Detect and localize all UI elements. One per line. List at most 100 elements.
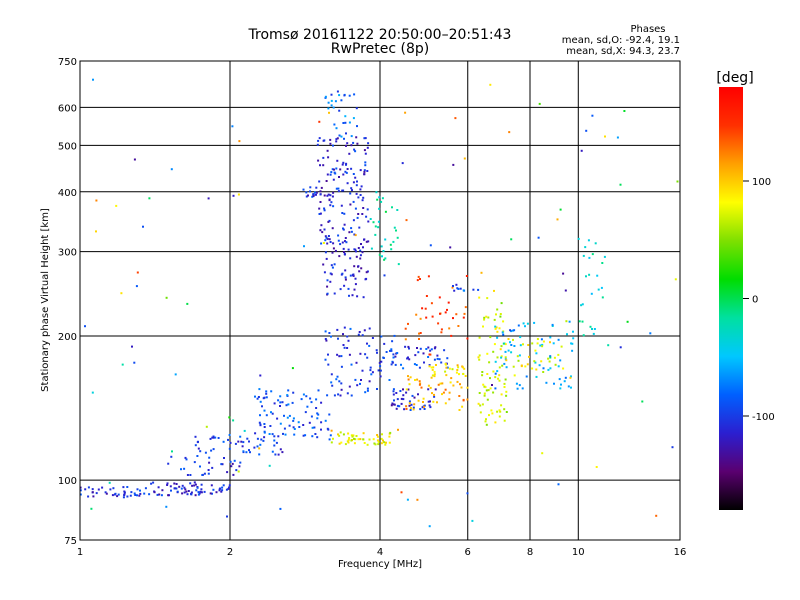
- data-point: [319, 190, 322, 193]
- data-point: [287, 403, 290, 406]
- data-point: [397, 428, 399, 431]
- x-tick-label: 16: [674, 547, 687, 558]
- y-tick-label: 600: [58, 103, 77, 114]
- data-point: [491, 384, 493, 386]
- data-point: [352, 117, 355, 120]
- data-point: [350, 167, 353, 170]
- data-point: [383, 342, 386, 345]
- data-point: [362, 296, 365, 299]
- data-point: [320, 401, 323, 404]
- data-point: [194, 494, 197, 497]
- data-point: [343, 284, 346, 287]
- data-point: [326, 394, 329, 397]
- data-point: [95, 492, 98, 495]
- data-point: [448, 327, 451, 330]
- data-point: [185, 458, 188, 461]
- data-point: [239, 435, 242, 438]
- data-point: [324, 96, 327, 99]
- data-point: [526, 363, 529, 366]
- data-point: [500, 404, 503, 407]
- data-point: [292, 391, 295, 394]
- data-point: [319, 164, 321, 167]
- data-point: [485, 315, 488, 318]
- data-point: [455, 371, 458, 374]
- data-point: [676, 180, 679, 183]
- x-axis-label: Frequency [MHz]: [338, 559, 422, 570]
- data-point: [488, 361, 491, 364]
- data-point: [304, 434, 307, 437]
- data-point: [395, 392, 398, 394]
- data-point: [136, 494, 138, 497]
- data-point: [535, 375, 538, 378]
- data-point: [428, 364, 431, 367]
- data-point: [448, 398, 451, 401]
- data-point: [339, 288, 342, 291]
- data-point: [427, 388, 430, 391]
- data-point: [526, 322, 529, 325]
- stats-heading: Phases: [630, 24, 665, 35]
- data-point: [317, 139, 320, 142]
- data-point: [348, 94, 351, 97]
- data-point: [434, 346, 437, 349]
- data-point: [305, 191, 308, 194]
- data-point: [327, 193, 330, 196]
- data-point: [237, 470, 240, 473]
- data-point: [350, 394, 353, 397]
- data-point: [563, 380, 566, 383]
- data-point: [260, 438, 263, 441]
- data-point: [484, 420, 487, 423]
- data-point: [361, 213, 364, 215]
- data-point: [444, 362, 447, 365]
- data-point: [559, 387, 562, 390]
- data-point: [318, 120, 321, 123]
- data-point: [277, 399, 280, 402]
- data-point: [315, 398, 318, 401]
- data-point: [494, 421, 497, 424]
- data-point: [390, 363, 393, 366]
- data-point: [425, 348, 428, 350]
- data-point: [183, 491, 186, 494]
- data-point: [336, 90, 339, 93]
- data-point: [591, 114, 594, 117]
- data-point: [391, 402, 394, 405]
- data-point: [437, 322, 440, 325]
- data-point: [396, 398, 399, 401]
- data-point: [383, 441, 386, 444]
- data-point: [120, 292, 123, 295]
- data-point: [331, 195, 334, 198]
- data-point: [431, 368, 434, 371]
- data-point: [242, 441, 245, 444]
- data-point: [324, 239, 327, 242]
- data-point: [396, 352, 399, 354]
- data-point: [504, 356, 507, 359]
- data-point: [346, 182, 349, 185]
- data-point: [346, 142, 349, 145]
- data-point: [327, 363, 330, 366]
- data-point: [424, 307, 427, 310]
- data-point: [238, 465, 241, 468]
- data-point: [570, 375, 572, 378]
- data-point: [537, 236, 540, 239]
- data-point: [126, 486, 129, 488]
- data-point: [442, 391, 445, 394]
- data-point: [452, 384, 455, 387]
- data-point: [158, 493, 161, 496]
- data-point: [549, 356, 552, 359]
- data-point: [566, 333, 568, 336]
- data-point: [436, 357, 439, 360]
- data-point: [348, 121, 351, 124]
- data-point: [234, 442, 237, 445]
- data-point: [353, 265, 356, 268]
- data-point: [616, 136, 619, 139]
- data-point: [351, 435, 354, 438]
- data-point: [248, 449, 250, 452]
- data-point: [341, 163, 344, 166]
- data-point: [338, 134, 341, 137]
- data-point: [340, 135, 343, 138]
- data-point: [393, 403, 396, 406]
- data-point: [409, 407, 412, 409]
- data-point: [601, 262, 604, 264]
- data-point: [354, 150, 357, 153]
- data-point: [584, 246, 587, 249]
- data-point: [313, 426, 316, 429]
